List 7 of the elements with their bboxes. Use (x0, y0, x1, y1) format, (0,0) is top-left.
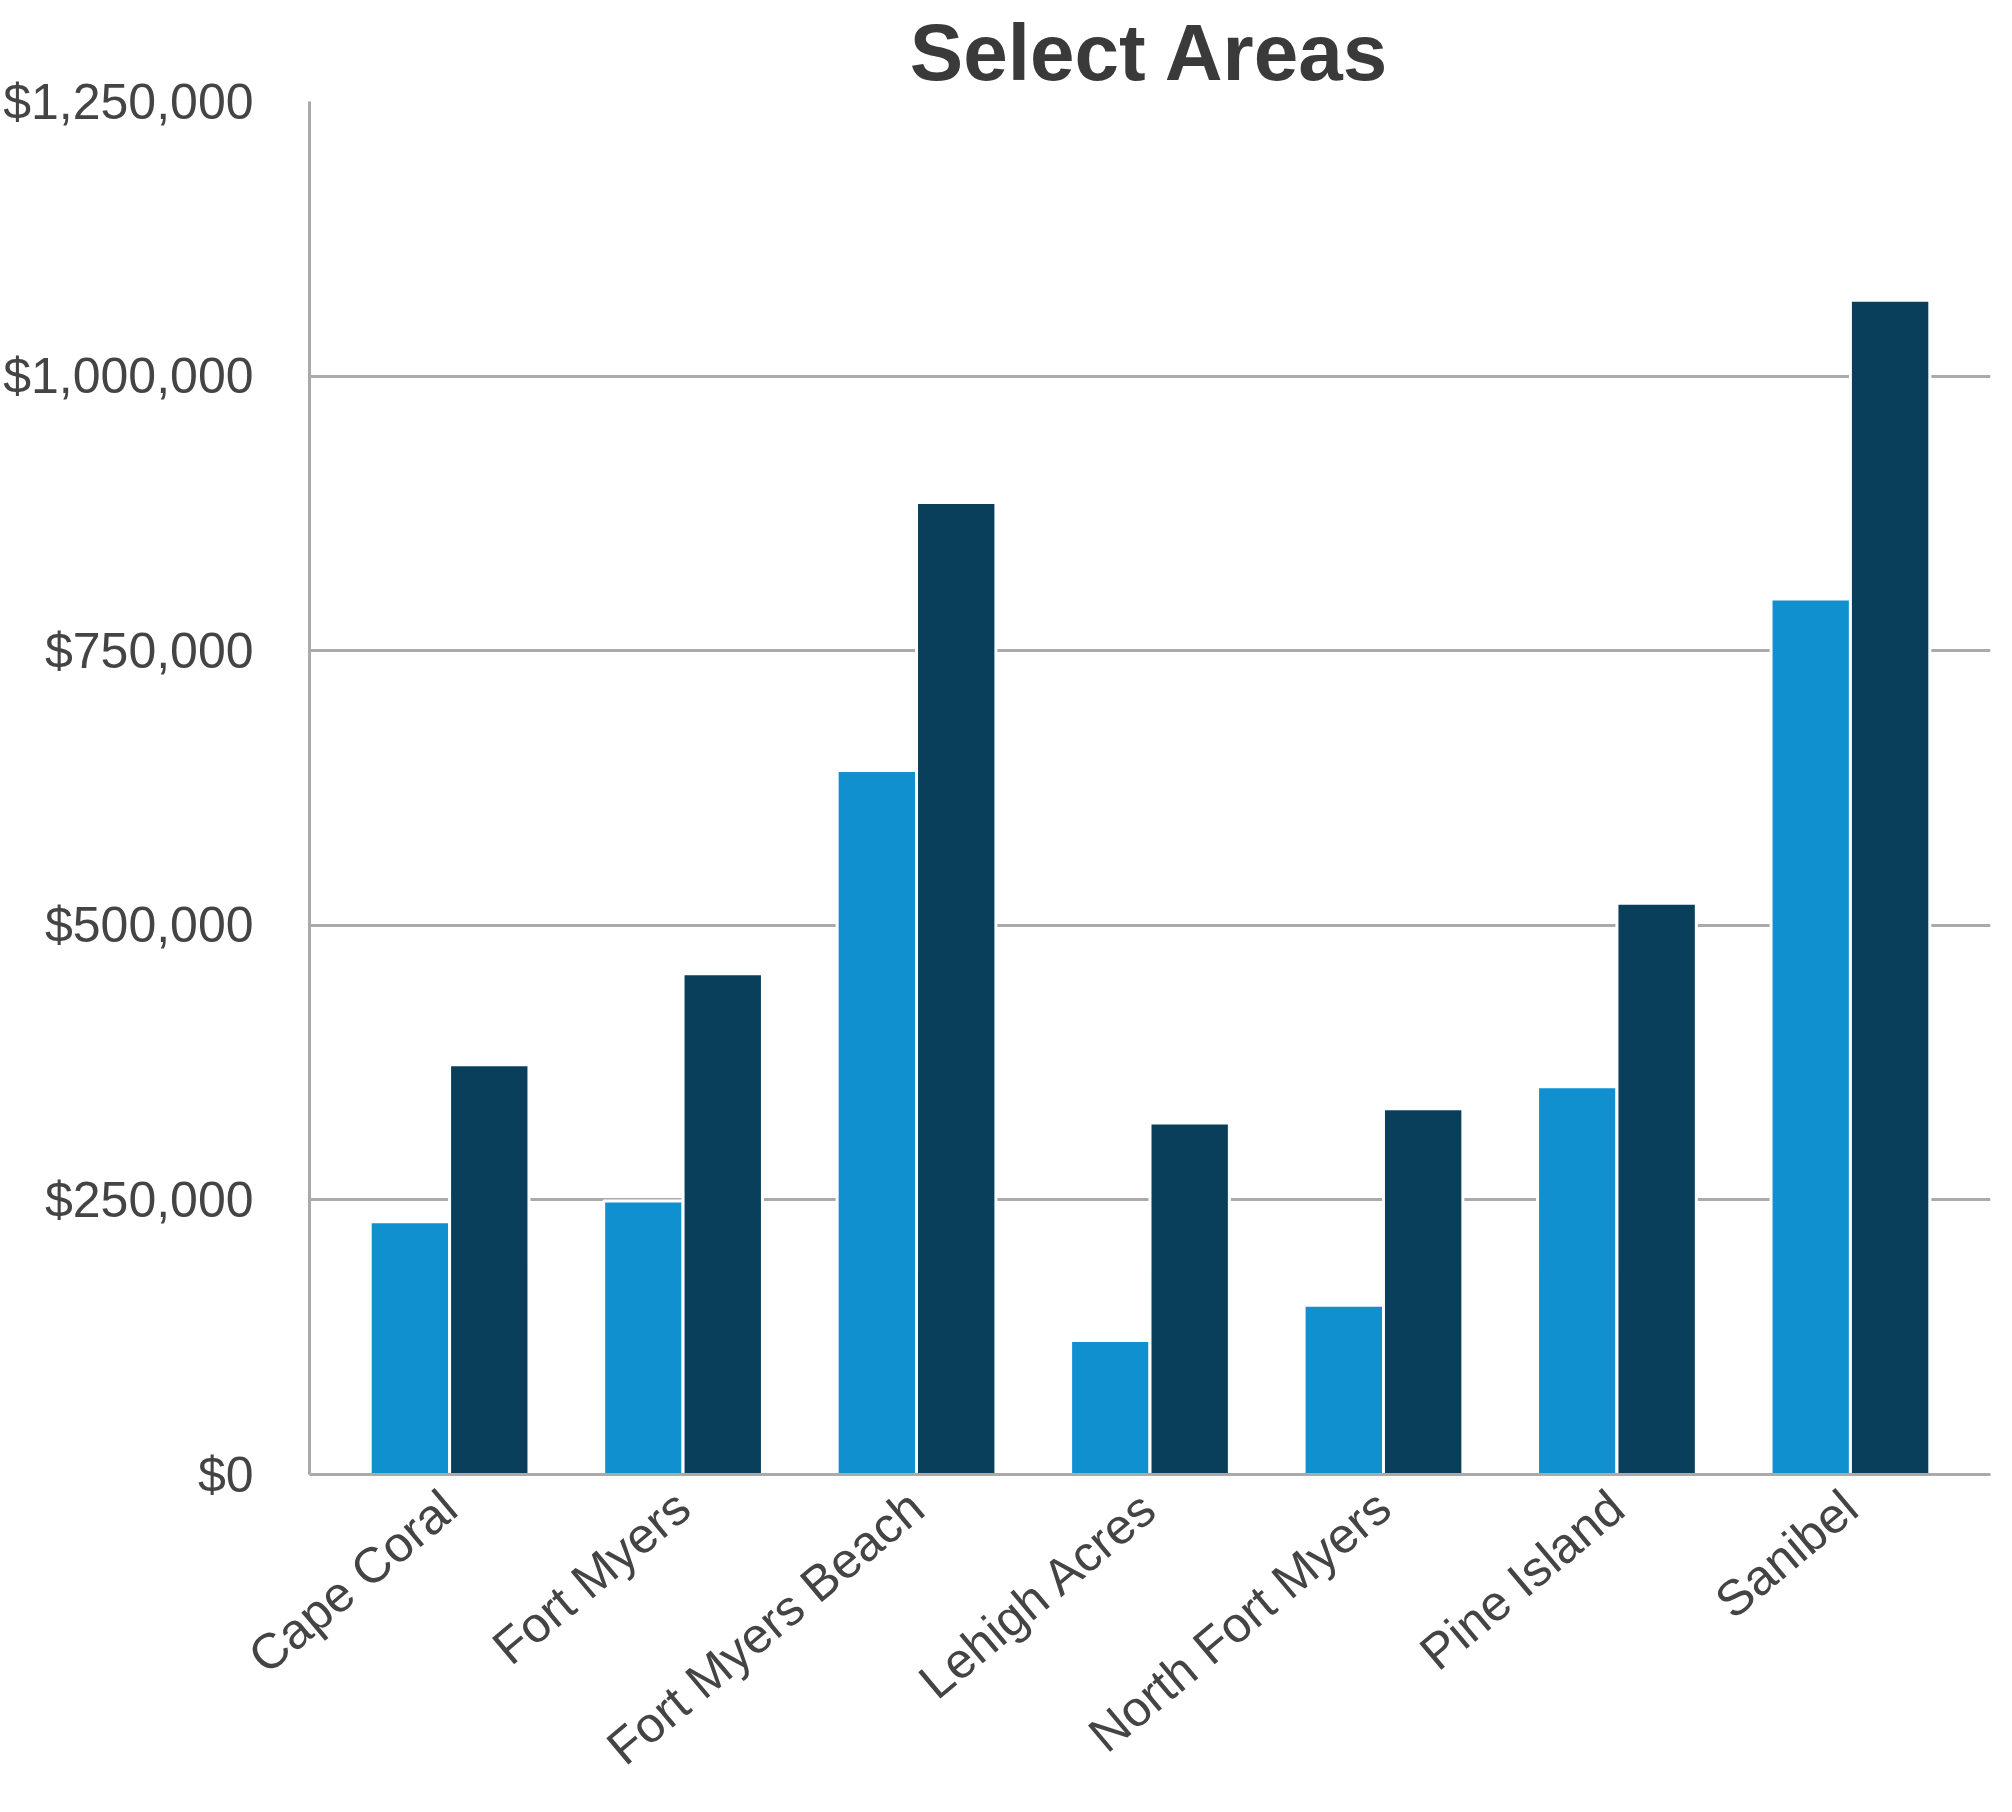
y-tick-label: $500,000 (44, 897, 254, 954)
y-tick-label: $250,000 (44, 1171, 254, 1228)
y-tick-label: $750,000 (44, 622, 254, 679)
y-tick-label: $1,250,000 (3, 73, 254, 130)
chart-title: Select Areas (909, 7, 1388, 97)
y-tick-label: $0 (197, 1446, 254, 1503)
y-tick-label: $1,000,000 (3, 348, 254, 405)
